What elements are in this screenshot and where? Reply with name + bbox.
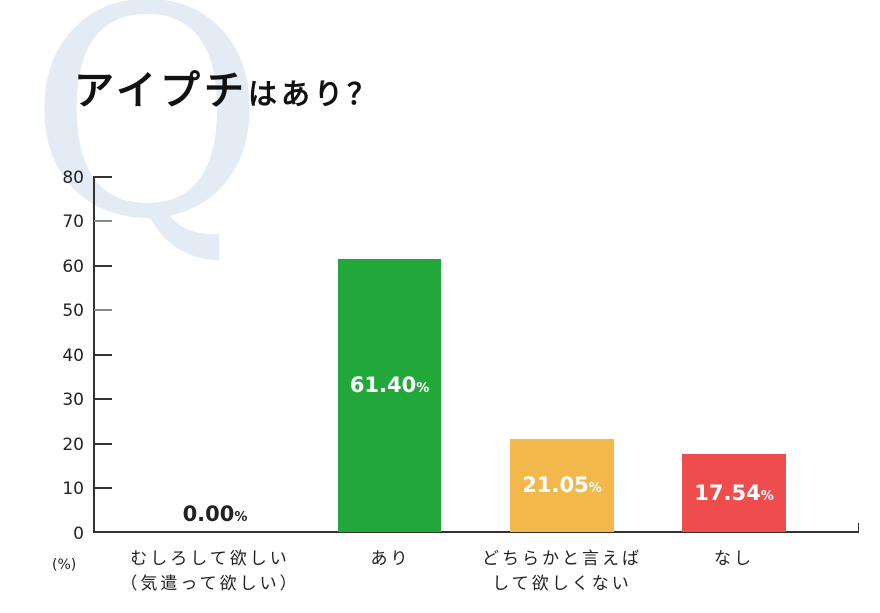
title-sub: はあり？ xyxy=(248,77,381,111)
category-label: なし xyxy=(682,547,786,572)
category-line-2: （気遣って欲しい） xyxy=(120,574,300,594)
bar-ari: 61.40% xyxy=(338,259,441,532)
value-text: 61.40 xyxy=(349,373,417,397)
bar-value-label: 21.05% xyxy=(510,473,614,497)
title-main: アイプチ xyxy=(74,68,248,114)
category-line-2: して欲しくない xyxy=(492,574,632,594)
category-label: どちらかと言えば して欲しくない xyxy=(462,547,662,597)
category-label: むしろして欲しい （気遣って欲しい） xyxy=(110,547,310,597)
tick-30 xyxy=(94,398,112,400)
tick-label: 0 xyxy=(73,524,84,544)
x-axis-end-tick xyxy=(858,523,859,532)
category-line-1: あり xyxy=(370,549,411,569)
value-text: 0.00 xyxy=(182,502,235,526)
tick-40 xyxy=(94,354,112,356)
q-watermark: Q xyxy=(28,0,266,283)
tick-label: 80 xyxy=(62,168,84,188)
x-axis-line xyxy=(93,531,859,533)
tick-label: 40 xyxy=(62,346,84,366)
chart-title: アイプチ はあり？ xyxy=(74,58,380,116)
tick-label: 30 xyxy=(62,390,84,410)
tick-label: 50 xyxy=(62,301,84,321)
bar-nashi: 17.54% xyxy=(682,454,786,532)
percent-sign: % xyxy=(588,481,602,496)
tick-label: 20 xyxy=(62,435,84,455)
tick-20 xyxy=(94,443,112,445)
percent-sign: % xyxy=(234,510,248,525)
y-axis-unit: (%) xyxy=(52,557,77,573)
value-text: 17.54 xyxy=(694,481,761,505)
value-text: 21.05 xyxy=(522,473,589,497)
tick-10 xyxy=(94,487,112,489)
percent-sign: % xyxy=(760,489,774,504)
tick-70 xyxy=(94,220,112,222)
bar-value-label: 17.54% xyxy=(682,481,786,505)
category-line-1: なし xyxy=(714,549,754,569)
category-line-1: むしろして欲しい xyxy=(130,549,290,569)
tick-80 xyxy=(94,176,112,178)
tick-label: 70 xyxy=(62,212,84,232)
category-label: あり xyxy=(339,547,442,572)
tick-50 xyxy=(94,309,112,311)
bar-dochiraka: 21.05% xyxy=(510,439,614,532)
bar-value-label: 0.00% xyxy=(165,502,265,526)
category-line-1: どちらかと言えば xyxy=(482,549,642,569)
tick-label: 60 xyxy=(62,257,84,277)
percent-sign: % xyxy=(416,381,430,396)
tick-60 xyxy=(94,265,112,267)
tick-label: 10 xyxy=(62,479,84,499)
bar-value-label: 61.40% xyxy=(338,373,441,397)
